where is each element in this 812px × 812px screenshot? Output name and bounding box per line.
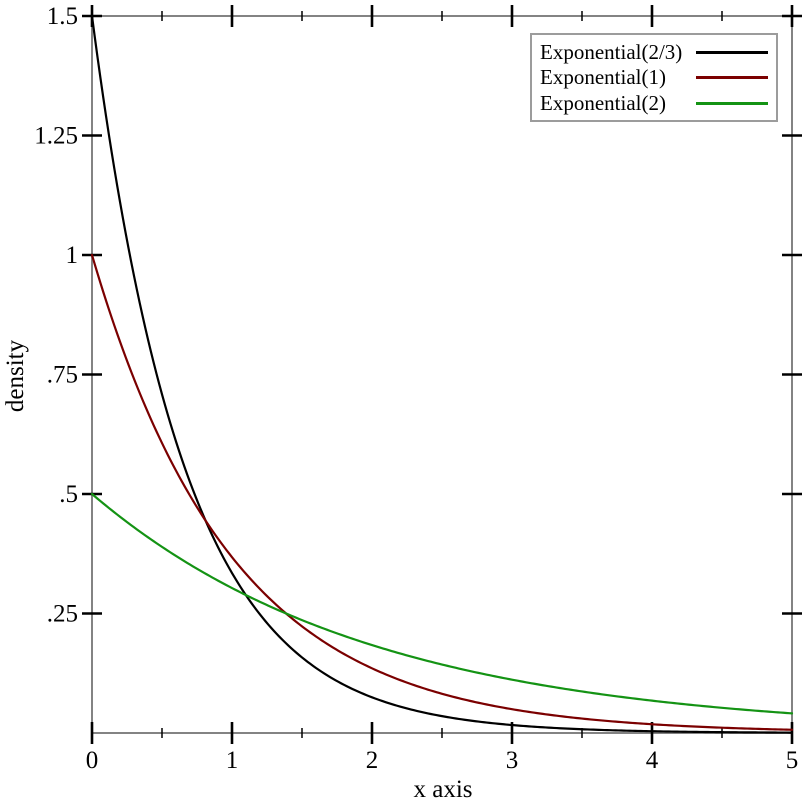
- legend-line-swatch: [696, 50, 768, 54]
- legend-item-exponential-1: Exponential(1): [540, 67, 768, 88]
- y-tick-label: 1.25: [34, 123, 78, 150]
- y-tick-label: 1.5: [47, 3, 78, 30]
- plot-frame: [91, 15, 793, 734]
- legend-line-swatch: [696, 76, 768, 79]
- x-tick-label: 5: [786, 747, 799, 774]
- legend-label: Exponential(1): [540, 65, 666, 89]
- x-axis-title: x axis: [413, 776, 473, 803]
- x-tick-label: 0: [86, 747, 99, 774]
- legend-label: Exponential(2/3): [540, 39, 683, 64]
- legend-label: Exponential(2): [540, 90, 666, 115]
- y-tick-label: .25: [47, 601, 78, 628]
- x-tick-label: 4: [646, 747, 659, 774]
- curve-exponential-2-3: [90, 14, 794, 734]
- x-tick-label: 3: [506, 747, 519, 774]
- y-tick-label: .75: [47, 362, 78, 389]
- legend-item-exponential-2: Exponential(2): [540, 90, 768, 115]
- curve-exponential-2: [90, 492, 794, 715]
- y-tick-label: .5: [59, 481, 78, 508]
- x-tick-label: 1: [226, 747, 239, 774]
- y-axis-title: density: [2, 339, 29, 413]
- y-tick-label: 1: [66, 242, 79, 269]
- legend: Exponential(2/3) Exponential(1) Exponent…: [530, 33, 778, 122]
- legend-line-swatch: [696, 101, 768, 105]
- x-tick-label: 2: [366, 747, 379, 774]
- legend-item-exponential-2-3: Exponential(2/3): [540, 39, 768, 64]
- curve-exponential-1: [90, 253, 794, 731]
